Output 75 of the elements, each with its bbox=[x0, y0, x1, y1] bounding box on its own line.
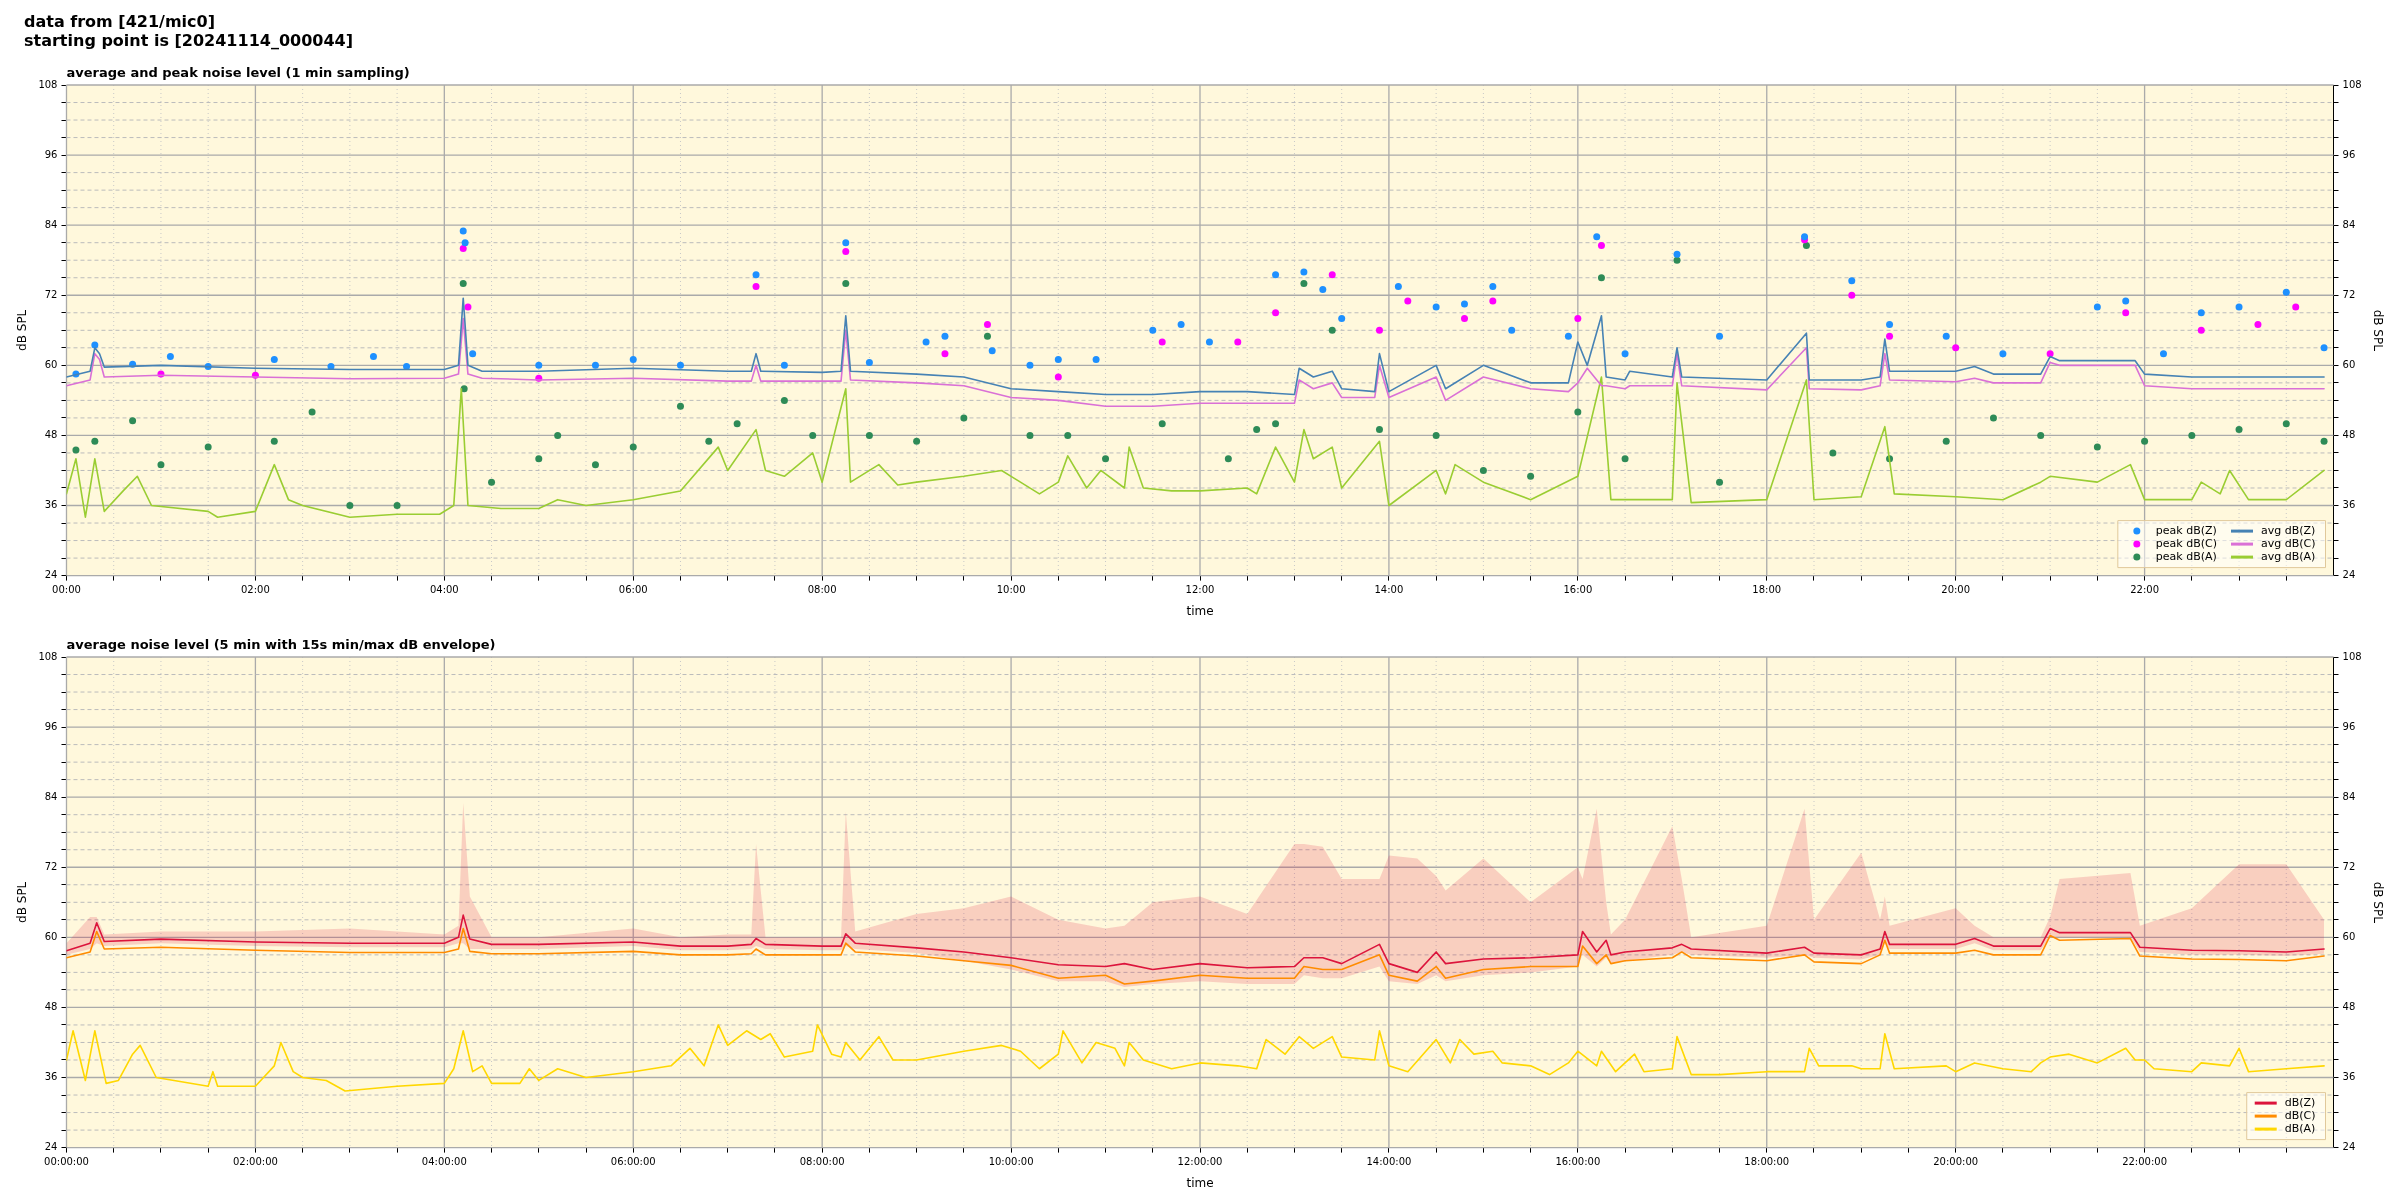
y2-tick-label: 60 bbox=[2342, 930, 2356, 942]
legend-label: avg dB(Z) bbox=[2260, 523, 2316, 537]
y-tick-label: 96 bbox=[44, 720, 58, 732]
y-tick-label: 108 bbox=[38, 650, 58, 662]
y-tick-label: 84 bbox=[44, 790, 58, 802]
y-tick-label: 72 bbox=[44, 860, 58, 872]
text: data from [421/mic0] bbox=[24, 12, 216, 31]
x-tick-label: 14:00 bbox=[1374, 584, 1404, 596]
x-axis-title: time bbox=[1186, 603, 1214, 618]
x-axis-title: time bbox=[1186, 1175, 1214, 1190]
x-tick-label: 12:00 bbox=[1185, 584, 1215, 596]
x-tick-label: 14:00:00 bbox=[1366, 1156, 1412, 1168]
x-tick-label: 22:00 bbox=[2130, 584, 2160, 596]
y2-tick-label: 36 bbox=[2342, 499, 2356, 511]
legend-label: dB(Z) bbox=[2284, 1095, 2316, 1109]
y2-tick-label: 96 bbox=[2342, 720, 2356, 732]
x-tick-label: 12:00:00 bbox=[1177, 1156, 1223, 1168]
legend-label: peak dB(C) bbox=[2155, 536, 2217, 550]
y2-tick-label: 60 bbox=[2342, 358, 2356, 370]
y2-tick-label: 84 bbox=[2342, 218, 2356, 230]
chart-title: average and peak noise level (1 min sampling) bbox=[66, 65, 410, 80]
legend-label: dB(C) bbox=[2284, 1108, 2316, 1122]
y-tick-label: 48 bbox=[44, 1001, 58, 1013]
x-tick-label: 10:00:00 bbox=[988, 1156, 1034, 1168]
y-tick-label: 24 bbox=[44, 569, 58, 581]
y2-tick-label: 72 bbox=[2342, 860, 2356, 872]
x-tick-label: 00:00 bbox=[52, 584, 81, 596]
x-tick-label: 02:00 bbox=[240, 584, 270, 596]
y2-axis-title: dB SPL bbox=[2370, 309, 2385, 352]
x-tick-label: 00:00:00 bbox=[44, 1156, 89, 1168]
y2-tick-label: 96 bbox=[2342, 148, 2356, 160]
y-tick-label: 96 bbox=[44, 148, 58, 160]
y-tick-label: 60 bbox=[44, 358, 58, 370]
legend-label: avg dB(A) bbox=[2260, 549, 2316, 563]
y-tick-label: 36 bbox=[44, 1071, 58, 1083]
chart-title: average noise level (5 min with 15s min/max dB envelope) bbox=[66, 637, 496, 652]
y-tick-label: 60 bbox=[44, 930, 58, 942]
y-tick-label: 48 bbox=[44, 429, 58, 441]
x-tick-label: 18:00:00 bbox=[1744, 1156, 1790, 1168]
text: starting point is [20241114_000044] bbox=[24, 31, 354, 50]
y-axis-title: dB SPL bbox=[15, 881, 30, 923]
y-tick-label: 36 bbox=[44, 499, 58, 511]
y-tick-label: 24 bbox=[44, 1141, 58, 1153]
x-tick-label: 04:00:00 bbox=[421, 1156, 467, 1168]
x-tick-label: 18:00 bbox=[1752, 584, 1782, 596]
x-tick-label: 06:00:00 bbox=[610, 1156, 656, 1168]
y2-tick-label: 84 bbox=[2342, 790, 2356, 802]
legend-label: avg dB(C) bbox=[2260, 536, 2316, 550]
x-tick-label: 04:00 bbox=[429, 584, 459, 596]
x-tick-label: 02:00:00 bbox=[232, 1156, 278, 1168]
y2-tick-label: 24 bbox=[2342, 569, 2356, 581]
x-tick-label: 22:00:00 bbox=[2122, 1156, 2168, 1168]
x-tick-label: 16:00 bbox=[1563, 584, 1593, 596]
x-tick-label: 16:00:00 bbox=[1555, 1156, 1601, 1168]
y2-tick-label: 48 bbox=[2342, 429, 2356, 441]
y2-axis-title: dB SPL bbox=[2370, 881, 2385, 924]
y2-tick-label: 36 bbox=[2342, 1071, 2356, 1083]
legend-label: peak dB(Z) bbox=[2155, 523, 2217, 537]
x-tick-label: 20:00 bbox=[1941, 584, 1971, 596]
y-tick-label: 84 bbox=[44, 218, 58, 230]
y2-tick-label: 48 bbox=[2342, 1001, 2356, 1013]
y-tick-label: 72 bbox=[44, 288, 58, 300]
y2-tick-label: 108 bbox=[2342, 650, 2362, 662]
y-tick-label: 108 bbox=[38, 78, 58, 90]
x-tick-label: 06:00 bbox=[618, 584, 648, 596]
x-tick-label: 08:00 bbox=[807, 584, 837, 596]
y2-tick-label: 108 bbox=[2342, 78, 2362, 90]
x-tick-label: 20:00:00 bbox=[1933, 1156, 1979, 1168]
y2-tick-label: 24 bbox=[2342, 1141, 2356, 1153]
x-tick-label: 10:00 bbox=[996, 584, 1026, 596]
x-tick-label: 08:00:00 bbox=[799, 1156, 845, 1168]
legend-label: peak dB(A) bbox=[2155, 549, 2217, 563]
legend-label: dB(A) bbox=[2284, 1121, 2316, 1135]
y2-tick-label: 72 bbox=[2342, 288, 2356, 300]
y-axis-title: dB SPL bbox=[15, 309, 30, 351]
